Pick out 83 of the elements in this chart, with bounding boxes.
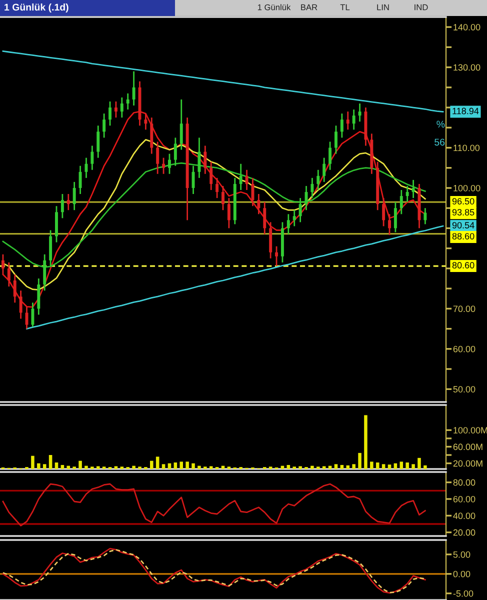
candlestick (382, 197, 386, 227)
candlestick (286, 213, 290, 235)
candlestick (60, 193, 64, 219)
y-tick-label: 140.00 (454, 24, 480, 30)
candlestick (245, 169, 248, 191)
candlestick (114, 100, 118, 118)
candlestick (424, 207, 427, 225)
candlestick (90, 145, 94, 171)
y-tick-label: 60.00 (453, 496, 476, 502)
candlestick (120, 96, 124, 118)
y-tick-label: 100.00 (454, 184, 480, 192)
candlestick (227, 197, 230, 229)
line-series (2, 50, 444, 112)
y-tick-label: 50.00 (453, 386, 476, 392)
y-tick-label: 110.00 (454, 144, 480, 152)
candlestick (180, 98, 183, 150)
candlestick (204, 145, 207, 175)
y-tick-label: 0.00 (453, 570, 470, 578)
candlestick (263, 201, 266, 235)
y-tick-label: 130.00 (454, 64, 480, 71)
annotation: 56 (434, 138, 445, 146)
candlestick (66, 193, 70, 211)
candlestick (102, 112, 106, 138)
candlestick (352, 108, 356, 130)
candlestick (412, 179, 415, 199)
line-series (2, 483, 426, 526)
ref-line-label: 80.60 (452, 262, 474, 268)
candlestick (132, 70, 136, 106)
ref-line-label: 88.60 (452, 233, 474, 240)
text: LIN (377, 4, 389, 10)
candlestick (316, 169, 320, 191)
annotation: % (436, 120, 445, 128)
data-label: 118.94 (452, 108, 479, 114)
y-tick-label: 60.00 (453, 346, 476, 352)
candlestick (108, 100, 112, 126)
text: BAR (301, 4, 318, 10)
chart-title: 1 Günlük (.1d) (4, 3, 68, 13)
candlestick (275, 246, 278, 267)
candlestick (216, 177, 219, 199)
text: 93.85 (452, 209, 474, 216)
line-series (26, 225, 444, 330)
y-tick-label: 60.00M (453, 444, 482, 450)
y-tick-label: 70.00 (453, 306, 476, 312)
candlestick (400, 189, 403, 215)
candlestick (96, 124, 100, 158)
candlestick (257, 193, 260, 215)
candlestick (156, 141, 160, 175)
data-label: 90.54 (452, 222, 474, 228)
candlestick (346, 110, 350, 130)
text: IND (414, 4, 428, 10)
candlestick (162, 157, 166, 175)
candlestick (251, 177, 254, 207)
y-tick-label: 20.00M (453, 460, 482, 467)
candlestick (328, 141, 332, 171)
candlestick (84, 157, 88, 179)
candlestick (13, 274, 16, 304)
candlestick (78, 165, 82, 195)
y-tick-label: 5.00 (453, 551, 470, 558)
y-tick-label: 40.00 (453, 512, 476, 520)
candlestick (334, 124, 338, 154)
candlestick (31, 302, 34, 328)
text: 1 Günlük (258, 4, 291, 10)
candlestick (126, 92, 130, 110)
candlestick (406, 185, 409, 203)
candlestick (222, 185, 224, 211)
candlestick (322, 157, 326, 183)
candlestick (388, 213, 391, 236)
candlestick (298, 197, 302, 223)
ref-line-label: 96.50 (452, 198, 474, 204)
candlestick (210, 161, 213, 191)
candlestick (310, 177, 314, 199)
y-tick-label: 20.00 (453, 529, 476, 536)
candlestick (358, 102, 362, 122)
candlestick (340, 112, 344, 138)
candlestick (394, 201, 397, 233)
candlestick (72, 181, 76, 211)
candlestick (7, 262, 10, 288)
candlestick (292, 209, 296, 227)
y-tick-label: 80.00 (453, 479, 476, 486)
text: TL (340, 4, 350, 10)
y-tick-label: 100.00M (454, 427, 487, 434)
y-tick-label: -5.00 (453, 590, 474, 597)
candlestick (192, 165, 195, 195)
